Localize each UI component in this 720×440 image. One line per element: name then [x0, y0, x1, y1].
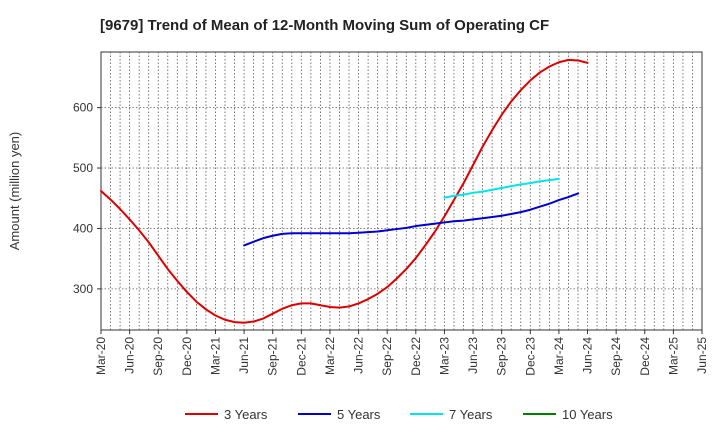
x-tick-label: Jun-23 [466, 337, 480, 374]
y-tick-label: 300 [73, 282, 93, 296]
x-tick-label: Jun-20 [123, 337, 137, 374]
x-tick-label: Sep-23 [495, 337, 509, 376]
x-tick-label: Sep-21 [266, 337, 280, 376]
legend-label: 5 Years [337, 407, 381, 422]
x-tick-label: Jun-21 [237, 337, 251, 374]
series-line-7-years [443, 177, 560, 199]
x-tick-label: Mar-22 [323, 337, 337, 375]
x-tick-label: Jun-24 [581, 337, 595, 374]
y-axis-label: Amount (million yen) [7, 132, 22, 251]
x-tick-label: Dec-20 [180, 337, 194, 376]
plot-area [100, 51, 703, 331]
series-line-3-years [100, 58, 589, 324]
x-tick-label: Jun-22 [352, 337, 366, 374]
x-tick-label: Dec-22 [409, 337, 423, 376]
y-tick-labels: 300 400 500 600 [73, 101, 101, 296]
x-tick-labels: Mar-20 Jun-20 Sep-20 Dec-20 Mar-21 Jun-21 Sep-… [94, 330, 709, 376]
series-line-5-years [243, 192, 580, 247]
x-tick-label: Mar-25 [666, 337, 680, 375]
chart-title: [9679] Trend of Mean of 12-Month Moving … [100, 17, 549, 34]
y-tick-label: 400 [73, 221, 93, 235]
y-tick-label: 500 [73, 161, 93, 175]
x-tick-label: Sep-24 [609, 337, 623, 376]
x-tick-label: Dec-21 [294, 337, 308, 376]
x-tick-label: Mar-24 [552, 337, 566, 375]
legend: 3 Years 5 Years 7 Years 10 Years [185, 407, 613, 422]
x-tick-label: Mar-21 [208, 337, 222, 375]
x-tick-label: Dec-24 [638, 337, 652, 376]
legend-label: 7 Years [449, 407, 493, 422]
x-tick-label: Mar-20 [94, 337, 108, 375]
legend-label: 10 Years [562, 407, 613, 422]
legend-label: 3 Years [224, 407, 268, 422]
x-tick-label: Sep-20 [151, 337, 165, 376]
y-tick-label: 600 [73, 101, 93, 115]
grid-lines [101, 52, 702, 330]
series-lines [100, 58, 589, 324]
x-tick-label: Jun-25 [695, 337, 709, 374]
x-tick-label: Mar-23 [437, 337, 451, 375]
x-tick-label: Sep-22 [380, 337, 394, 376]
x-tick-label: Dec-23 [523, 337, 537, 376]
